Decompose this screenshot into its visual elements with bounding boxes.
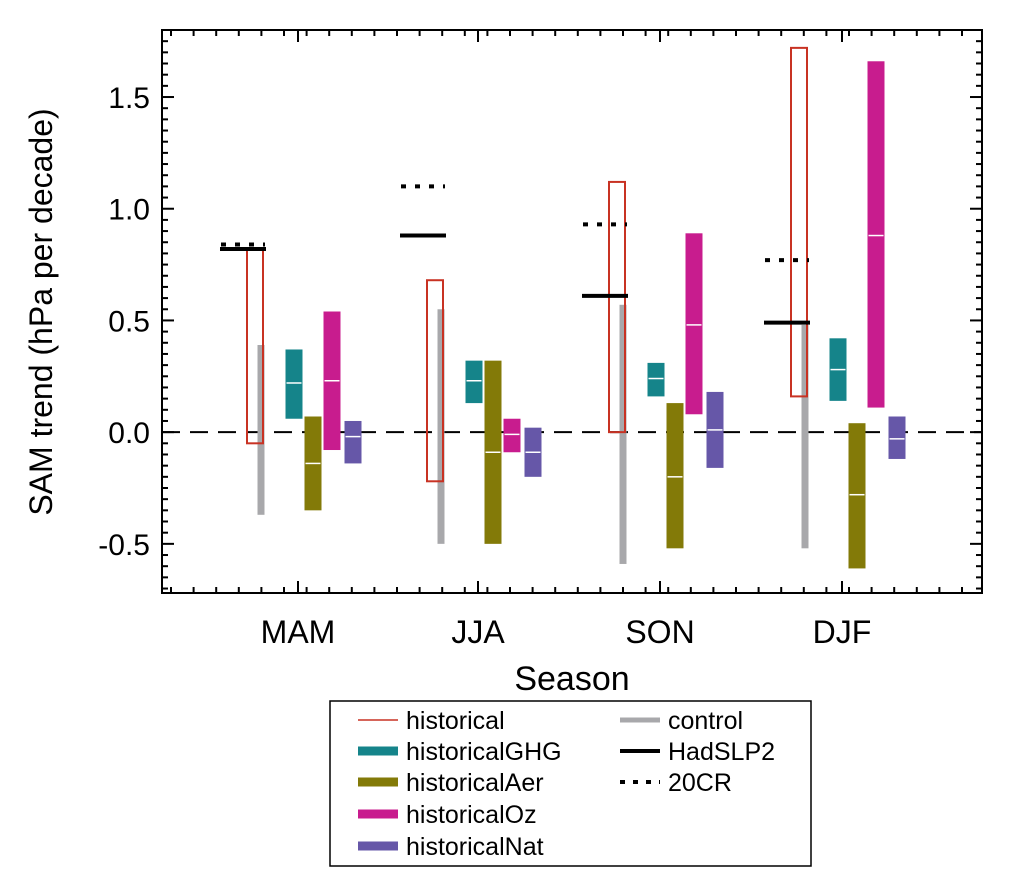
y-tick-label: 0.0 xyxy=(108,417,150,450)
y-tick-label: -0.5 xyxy=(98,529,150,562)
historicalGHG-box-mam xyxy=(285,349,303,419)
historicalGHG-box-jja xyxy=(465,360,483,404)
control-box-djf xyxy=(801,324,809,549)
legend: historical historicalGHG historicalAer hist… xyxy=(329,700,812,867)
x-tick-label-djf: DJF xyxy=(813,614,872,650)
historical-box-son xyxy=(608,180,626,434)
historicalOz-box-son xyxy=(685,233,703,415)
historical-box-jja xyxy=(426,279,444,483)
historicalGHG-box-son xyxy=(647,362,665,397)
plot-frame xyxy=(161,29,983,594)
legend-box xyxy=(329,700,812,867)
legend-label-hadslp2: HadSLP2 xyxy=(668,738,775,766)
legend-label-historical: historical xyxy=(406,707,505,735)
axes: -0.5 0.0 0.5 1.0 1.5 MAM JJA SON DJF xyxy=(98,29,983,650)
legend-label-historicalaer: historicalAer xyxy=(406,769,544,797)
control-box-jja xyxy=(437,309,445,544)
historicalNat-box-mam xyxy=(344,420,362,464)
legend-label-20cr: 20CR xyxy=(668,769,732,797)
control-box-mam xyxy=(257,345,265,515)
x-tick-label-mam: MAM xyxy=(261,614,336,650)
historical-box-djf xyxy=(790,46,808,398)
historicalAer-box-son xyxy=(666,403,684,549)
legend-label-control: control xyxy=(668,707,743,735)
historicalOz-box-jja xyxy=(503,418,521,453)
y-tick-label: 0.5 xyxy=(108,305,150,338)
y-tick-label: 1.0 xyxy=(108,194,150,227)
historicalOz-box-djf xyxy=(867,61,885,408)
legend-label-historicalghg: historicalGHG xyxy=(406,738,562,766)
x-tick-label-son: SON xyxy=(625,614,694,650)
x-tick-label-jja: JJA xyxy=(451,614,505,650)
plot-area xyxy=(162,46,982,569)
y-tick-label: 1.5 xyxy=(108,82,150,115)
y-axis-label: SAM trend (hPa per decade) xyxy=(23,108,59,515)
x-axis-label: Season xyxy=(514,660,629,698)
historicalAer-box-djf xyxy=(848,423,866,569)
control-box-son xyxy=(619,304,627,564)
historicalNat-box-djf xyxy=(888,416,906,459)
legend-label-historicalnat: historicalNat xyxy=(406,833,544,861)
legend-label-historicaloz: historicalOz xyxy=(406,801,537,829)
